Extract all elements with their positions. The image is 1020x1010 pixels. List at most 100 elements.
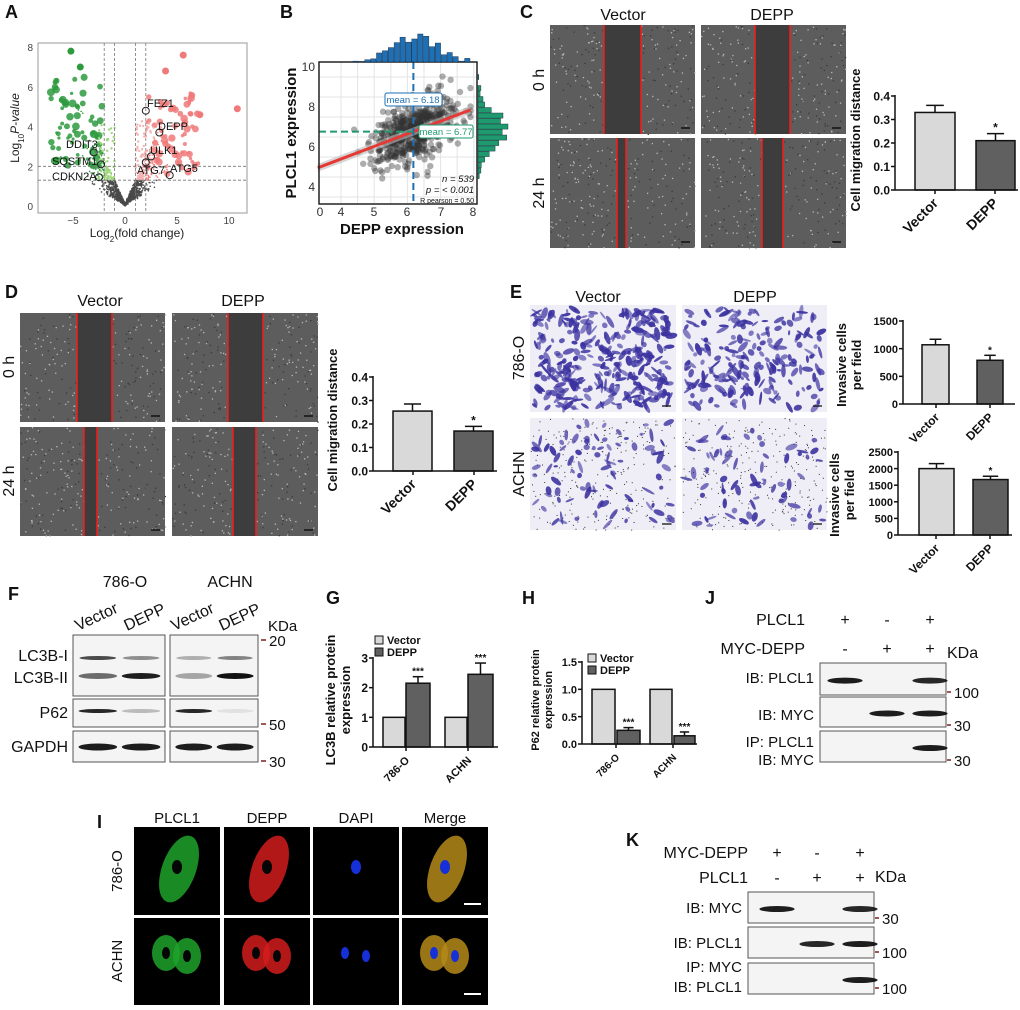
volcano-point <box>101 168 104 170</box>
cell-speck <box>100 472 103 475</box>
cell-speck <box>706 141 708 143</box>
scatter-point <box>368 133 375 140</box>
pore-dot <box>813 480 815 482</box>
cell-speck <box>44 454 46 457</box>
pore-dot <box>595 482 597 484</box>
cell-speck <box>37 429 39 432</box>
pore-dot <box>569 496 571 498</box>
volcano-point <box>136 187 139 189</box>
y-tick-label: 2 <box>27 162 33 173</box>
cell-speck <box>227 513 229 515</box>
cell-speck <box>565 197 567 200</box>
cell-speck <box>148 339 150 341</box>
cell-speck <box>610 203 613 205</box>
cell-speck <box>317 421 319 423</box>
cell-speck <box>601 208 603 211</box>
cell-speck <box>706 67 708 70</box>
cell-speck <box>838 204 841 206</box>
cell-speck <box>579 164 581 167</box>
cell-speck <box>630 237 633 239</box>
volcano-point <box>144 189 146 192</box>
cell-speck <box>282 498 284 500</box>
pore-dot <box>594 521 596 523</box>
cell-speck <box>43 460 45 462</box>
cell-speck <box>582 221 584 223</box>
cell-speck <box>105 478 108 480</box>
volcano-point-down <box>80 130 85 135</box>
pore-dot <box>636 505 638 507</box>
cell-speck <box>76 463 78 465</box>
cell-speck <box>106 454 108 456</box>
cell-speck <box>61 365 63 367</box>
cell-speck <box>263 451 265 453</box>
pore-dot <box>563 449 565 451</box>
cell-speck <box>713 33 715 36</box>
pore-dot <box>653 526 655 528</box>
cell-speck <box>155 420 158 423</box>
volcano-point <box>136 195 139 198</box>
cell-speck <box>227 484 229 486</box>
cell-speck <box>278 534 280 537</box>
pore-dot <box>600 441 602 443</box>
cell-speck <box>587 33 589 35</box>
cell-speck <box>32 450 35 453</box>
pore-dot <box>649 520 651 522</box>
cell-speck <box>835 223 837 225</box>
cell-speck <box>295 410 297 412</box>
cell-speck <box>725 229 727 232</box>
cell-speck <box>842 156 844 158</box>
cell-speck <box>179 511 181 513</box>
cell-speck <box>31 525 34 528</box>
cell-speck <box>602 231 604 233</box>
cell-speck <box>683 100 685 103</box>
cell-speck <box>282 371 285 373</box>
cell-speck <box>562 185 564 187</box>
volcano-point-down <box>101 149 104 153</box>
cell-speck <box>718 196 720 199</box>
cell-speck <box>162 518 165 520</box>
cell-speck <box>291 525 293 527</box>
volcano-point-down <box>110 131 113 135</box>
cell-speck <box>603 247 605 249</box>
cell-speck <box>643 47 645 50</box>
invaded-cell <box>571 318 578 324</box>
cell-speck <box>212 315 215 317</box>
cell-speck <box>650 120 652 122</box>
cell-speck <box>139 353 142 356</box>
volcano-point <box>139 195 142 197</box>
cell-speck <box>652 95 654 98</box>
cell-speck <box>295 470 297 472</box>
cell-speck <box>591 59 593 62</box>
pore-dot <box>602 451 604 453</box>
pore-dot <box>661 430 663 432</box>
cell-speck <box>60 500 63 503</box>
cell-speck <box>655 128 657 130</box>
cell-speck <box>607 147 609 149</box>
cell-speck <box>628 246 630 249</box>
cell-speck <box>653 204 655 206</box>
cell-speck <box>190 535 192 537</box>
volcano-point <box>99 187 101 190</box>
cell-speck <box>682 170 685 172</box>
cell-speck <box>200 408 202 410</box>
histogram-bar-x <box>464 58 471 63</box>
cell-speck <box>802 145 804 147</box>
cell-speck <box>67 474 69 477</box>
cell-speck <box>198 388 200 391</box>
x-tick-label: 5 <box>371 205 378 219</box>
cell-speck <box>219 408 221 410</box>
cell-speck <box>721 107 723 110</box>
cell-speck <box>806 201 808 203</box>
cell-speck <box>214 391 217 393</box>
pore-dot <box>560 435 562 437</box>
scatter-point <box>372 157 379 164</box>
pore-dot <box>562 454 564 456</box>
cell-speck <box>673 71 675 73</box>
cell-speck <box>637 158 639 160</box>
volcano-point <box>107 181 110 184</box>
volcano-point <box>126 200 128 202</box>
cell-speck <box>734 110 736 112</box>
volcano-point <box>143 175 146 178</box>
cell-speck <box>674 28 676 30</box>
cell-speck <box>309 390 312 392</box>
